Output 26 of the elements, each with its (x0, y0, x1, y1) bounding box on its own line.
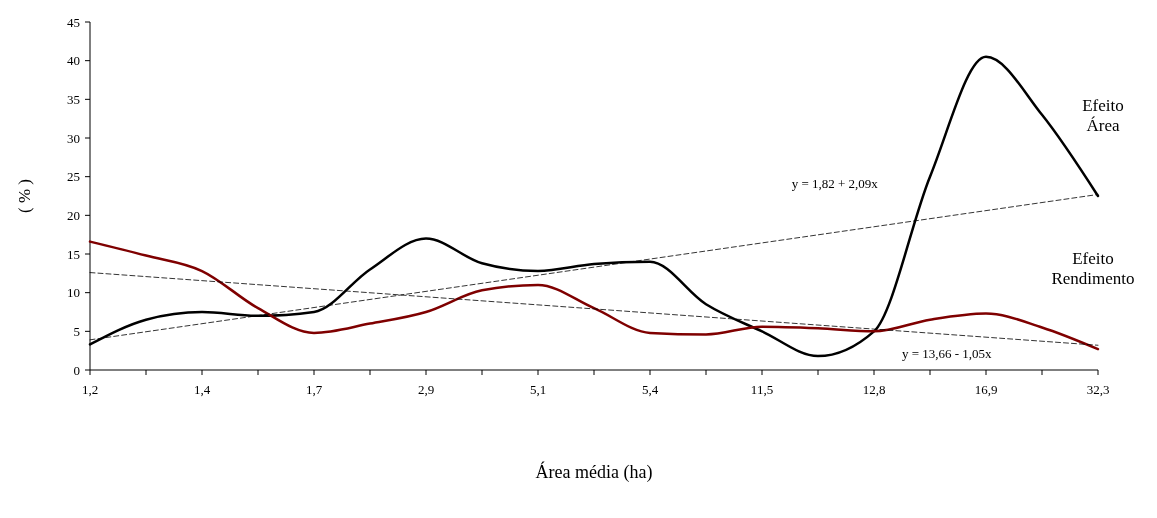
x-tick-label: 16,9 (974, 382, 998, 397)
y-tick-label: 45 (67, 14, 80, 30)
annotation: y = 13,66 - 1,05x (901, 345, 993, 361)
x-tick-label: 2,9 (417, 382, 435, 397)
y-tick-label: 15 (67, 246, 80, 262)
x-tick-label: 1,4 (193, 382, 211, 397)
x-tick-label: 1,7 (305, 382, 323, 397)
y-tick-label: 20 (67, 207, 80, 223)
series-label: Efeito Área (1082, 96, 1124, 135)
x-tick-label: 1,2 (81, 382, 99, 397)
y-tick-label: 10 (67, 285, 80, 301)
x-tick-label: 32,3 (1086, 382, 1110, 397)
y-tick-label: 25 (67, 169, 80, 185)
y-tick-label: 40 (67, 53, 80, 69)
y-axis-title: ( % ) (15, 179, 34, 213)
text: Efeito Rendimento (1051, 249, 1135, 289)
y-tick-label: 35 (67, 91, 80, 107)
x-tick-label: 12,8 (862, 382, 886, 397)
x-tick-label: 5,1 (529, 382, 547, 397)
annotation: y = 1,82 + 2,09x (791, 176, 879, 192)
x-axis-title: Área média (ha) (535, 461, 653, 483)
y-tick-label: 5 (73, 323, 80, 339)
x-tick-label: 11,5 (750, 382, 774, 397)
x-tick-label: 5,4 (641, 382, 659, 397)
y-tick-label: 30 (67, 130, 80, 146)
y-tick-label: 0 (73, 362, 80, 378)
